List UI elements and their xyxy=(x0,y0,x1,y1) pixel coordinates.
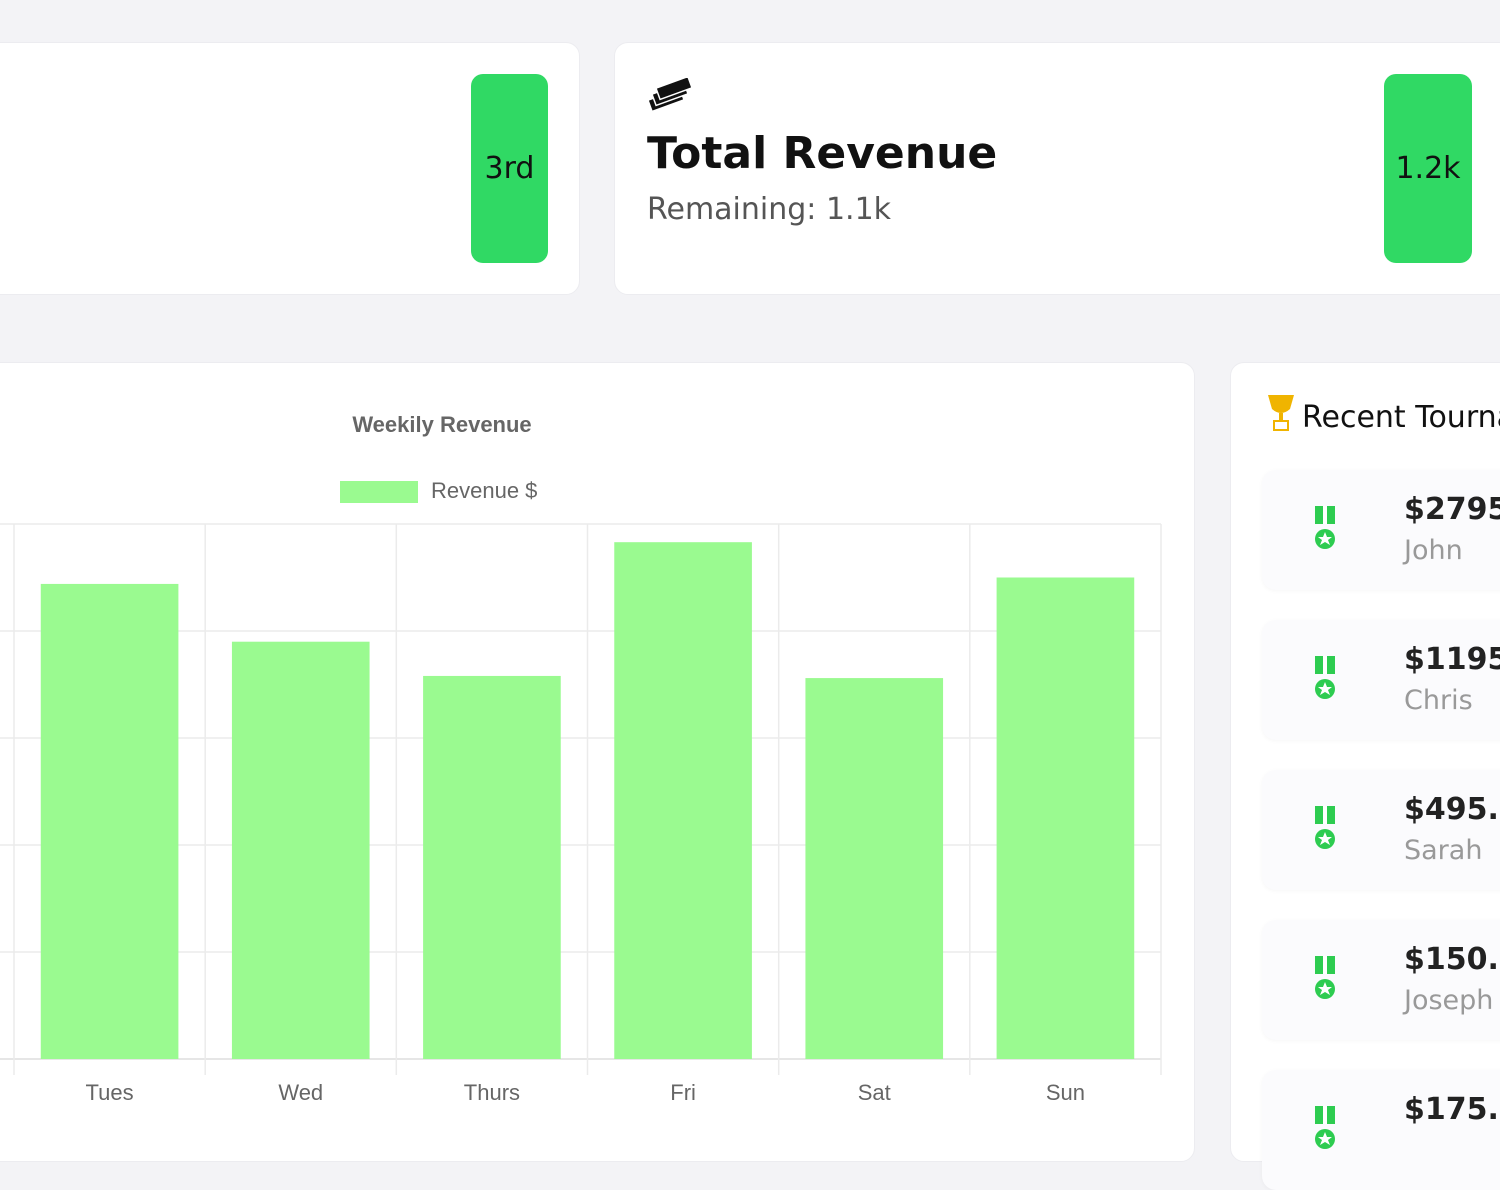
chart: Weekily Revenue Revenue $ Tues Wed Thurs Fri… xyxy=(0,412,1162,1105)
bar xyxy=(805,678,944,1059)
revenue-title: Total Revenue xyxy=(647,128,998,179)
x-tick-label: Thurs xyxy=(464,1080,520,1105)
tournament-item xyxy=(1262,1070,1500,1190)
chart-card xyxy=(0,362,1195,1162)
bar xyxy=(40,583,179,1059)
bar xyxy=(231,641,370,1059)
trophy-icon xyxy=(1268,395,1294,431)
page: 3rd Total Revenue Remaining: 1.1k 1.2k W… xyxy=(0,42,1500,1162)
medal-icon xyxy=(1315,1106,1335,1149)
tournament-amount: $1195. xyxy=(1404,642,1500,677)
x-tick-label: Fri xyxy=(670,1080,696,1105)
medal-icon xyxy=(1315,656,1335,699)
tournament-amount: $175.2 xyxy=(1404,1092,1500,1127)
rank-badge: 3rd xyxy=(471,74,548,263)
x-tick-label: Wed xyxy=(278,1080,323,1105)
tournament-amount: $2795. xyxy=(1404,492,1500,527)
medal-icon xyxy=(1315,956,1335,999)
tournament-name: Chris xyxy=(1404,685,1473,716)
tournament-item xyxy=(1262,920,1500,1040)
medal-icon xyxy=(1315,806,1335,849)
tournament-item xyxy=(1262,770,1500,890)
chart-title: Weekily Revenue xyxy=(352,412,531,437)
revenue-card xyxy=(614,42,1500,295)
medal-icon xyxy=(1315,506,1335,549)
bar xyxy=(423,675,561,1059)
tournament-name: John xyxy=(1404,535,1463,566)
x-tick-label: Tues xyxy=(86,1080,134,1105)
x-tick-label: Sun xyxy=(1046,1080,1085,1105)
bar xyxy=(996,577,1135,1059)
x-tick-label: Sat xyxy=(858,1080,891,1105)
legend-swatch xyxy=(340,481,418,503)
money-icon xyxy=(647,78,693,113)
tournament-item xyxy=(1262,620,1500,740)
tournament-title: Recent Tourna xyxy=(1302,400,1500,435)
tournament-amount: $495.8 xyxy=(1404,792,1500,827)
revenue-badge: 1.2k xyxy=(1384,74,1472,263)
tournament-name: Joseph xyxy=(1404,985,1494,1016)
legend-label: Revenue $ xyxy=(431,478,537,503)
revenue-subtitle: Remaining: 1.1k xyxy=(647,192,892,227)
bar xyxy=(614,542,752,1059)
tournament-name: Sarah xyxy=(1404,835,1483,866)
tournament-amount: $150.4 xyxy=(1404,942,1500,977)
tournament-item xyxy=(1262,470,1500,590)
